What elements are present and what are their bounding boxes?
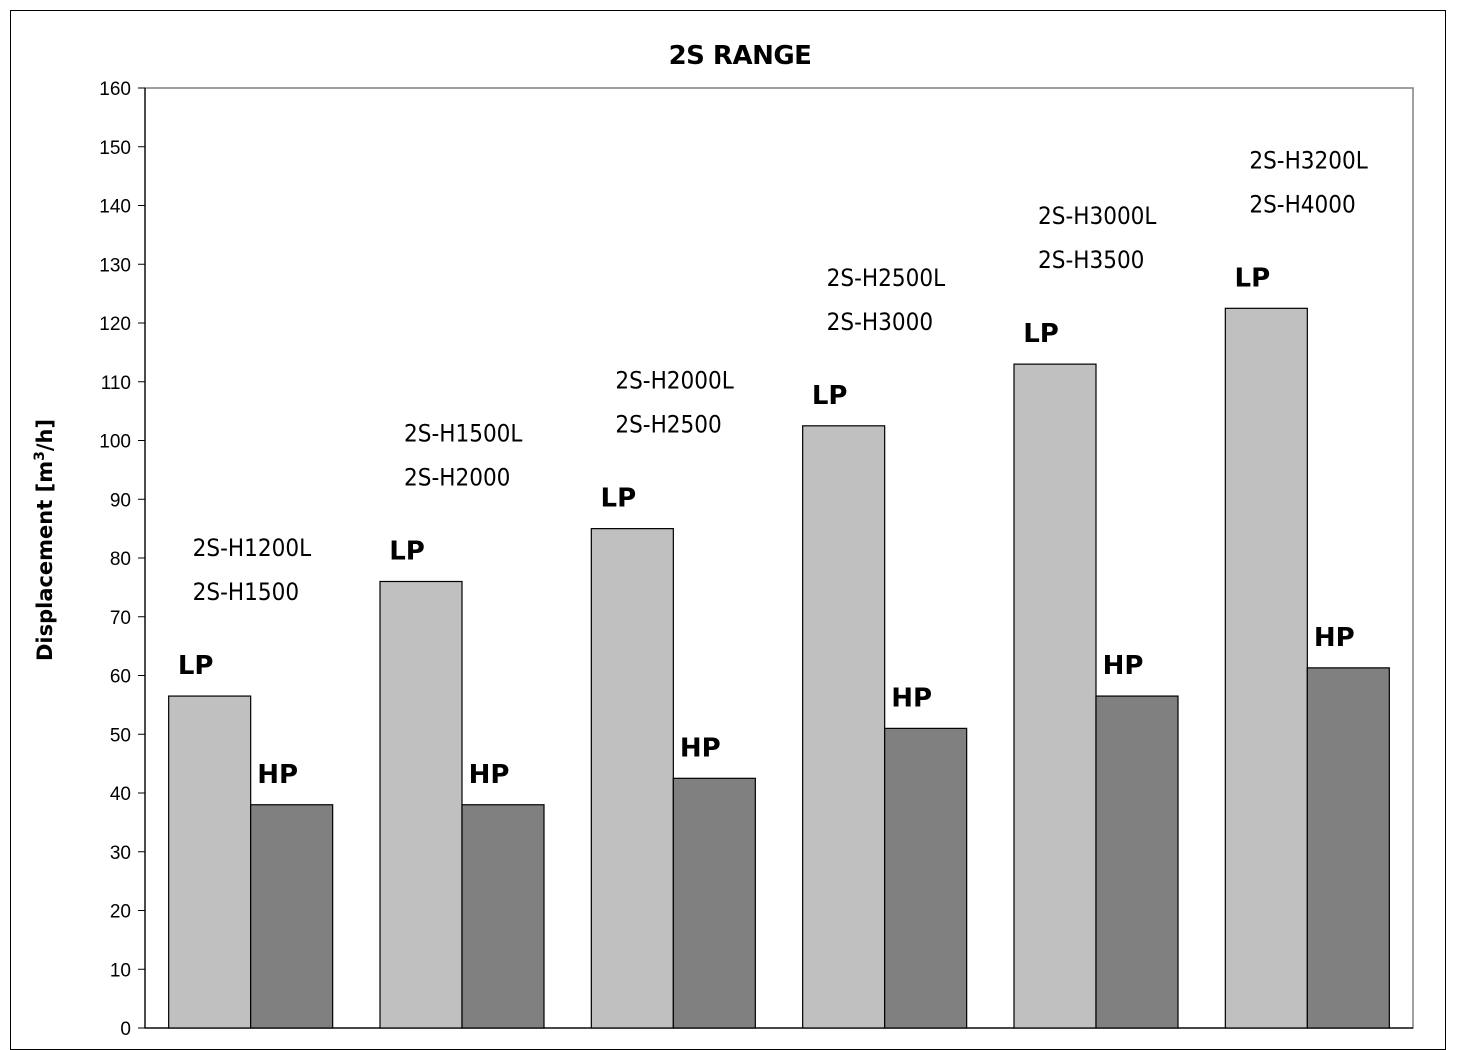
bars-group bbox=[168, 307, 1390, 1029]
bar-lp bbox=[1224, 307, 1308, 1029]
category-label: 2S-H1500L bbox=[404, 420, 522, 448]
y-tick-label: 60 bbox=[110, 667, 131, 688]
y-tick-label: 90 bbox=[110, 490, 131, 511]
bar-hp bbox=[1306, 667, 1390, 1029]
category-label: 2S-H4000 bbox=[1249, 190, 1355, 218]
bar-hp bbox=[672, 777, 756, 1029]
bar-hp bbox=[250, 804, 334, 1029]
bar-lp bbox=[590, 528, 674, 1029]
series-label-lp: LP bbox=[1235, 263, 1271, 293]
bar-lp bbox=[379, 580, 463, 1029]
y-tick-label: 10 bbox=[110, 960, 131, 981]
category-label: 2S-H3200L bbox=[1249, 146, 1367, 174]
category-label: 2S-H2000L bbox=[615, 367, 733, 395]
bar-hp bbox=[461, 804, 545, 1029]
y-axis: 0 10 20 30 40 50 60 70 80 90 100 110 120 130 140 150 160 bbox=[99, 79, 1413, 1040]
y-axis-label: Displacement [m3/h] bbox=[32, 419, 57, 661]
series-label-lp: LP bbox=[178, 651, 214, 681]
category-label: 2S-H3000 bbox=[827, 308, 933, 336]
y-tick-label: 50 bbox=[110, 725, 131, 746]
y-tick-label: 70 bbox=[110, 608, 131, 629]
y-tick-label: 130 bbox=[99, 255, 131, 276]
series-label-hp: HP bbox=[257, 760, 298, 790]
y-tick-label: 110 bbox=[101, 373, 131, 394]
series-label-hp: HP bbox=[1314, 623, 1355, 653]
series-label-hp: HP bbox=[1103, 651, 1144, 681]
series-label-lp: LP bbox=[389, 537, 425, 567]
series-label-lp: LP bbox=[601, 484, 637, 514]
y-tick-label: 80 bbox=[110, 549, 131, 570]
bar-hp bbox=[884, 727, 968, 1029]
y-tick-label: 140 bbox=[99, 197, 131, 218]
y-tick-label: 40 bbox=[110, 784, 131, 805]
category-label: 2S-H1200L bbox=[193, 534, 311, 562]
series-label-hp: HP bbox=[680, 733, 721, 763]
y-tick-label: 0 bbox=[120, 1019, 131, 1040]
y-tick-label: 100 bbox=[99, 432, 131, 453]
series-label-lp: LP bbox=[1023, 319, 1059, 349]
category-label: 2S-H1500 bbox=[193, 578, 299, 606]
series-label-hp: HP bbox=[891, 683, 932, 713]
bar-lp bbox=[1013, 363, 1097, 1029]
y-tick-label: 20 bbox=[110, 902, 131, 923]
bar-hp bbox=[1095, 695, 1179, 1029]
y-tick-label: 30 bbox=[110, 843, 131, 864]
bar-lp bbox=[802, 425, 886, 1029]
series-label-lp: LP bbox=[812, 381, 848, 411]
y-tick-label: 120 bbox=[99, 314, 131, 335]
category-label: 2S-H2500L bbox=[827, 264, 945, 292]
category-label: 2S-H3000L bbox=[1038, 202, 1156, 230]
category-label: 2S-H2500 bbox=[615, 411, 721, 439]
category-label: 2S-H3500 bbox=[1038, 246, 1144, 274]
y-tick-label: 150 bbox=[99, 138, 131, 159]
y-axis-label-suffix: /h] bbox=[33, 419, 57, 451]
series-label-hp: HP bbox=[469, 760, 510, 790]
chart-title: 2S RANGE bbox=[669, 41, 812, 71]
y-tick-label: 160 bbox=[99, 79, 131, 100]
plot-area bbox=[144, 87, 1414, 1029]
labels-group: LP HP 2S-H1200L 2S-H1500 LP HP 2S-H1500L 2S-H20… bbox=[178, 146, 1368, 789]
bar-lp bbox=[168, 695, 252, 1029]
y-axis-label-sup: 3 bbox=[32, 451, 48, 461]
category-label: 2S-H2000 bbox=[404, 464, 510, 492]
y-axis-label-prefix: Displacement [m bbox=[33, 461, 57, 661]
